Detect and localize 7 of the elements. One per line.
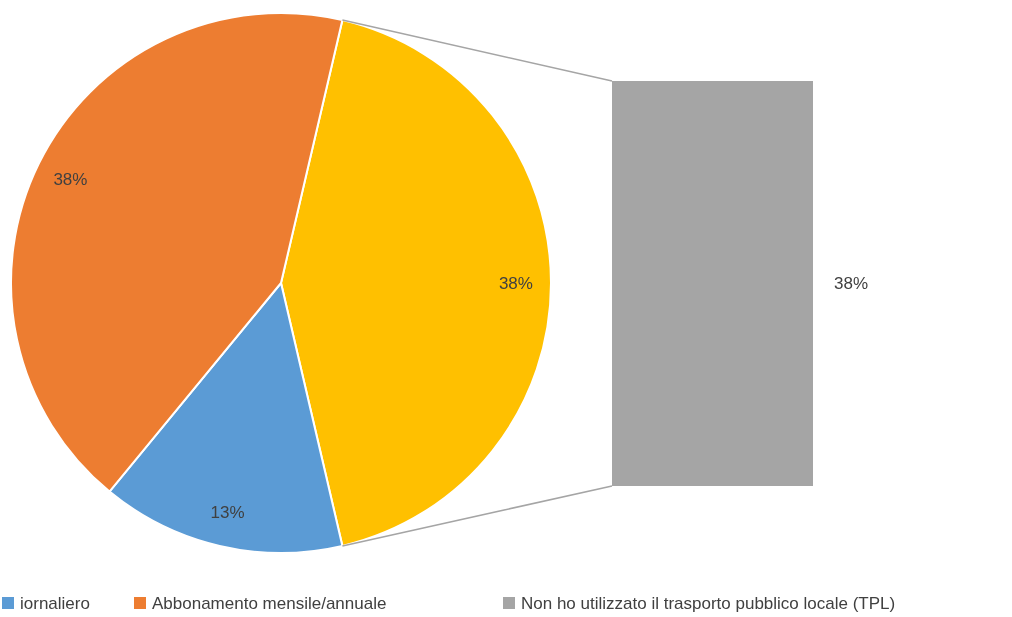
legend-label: Abbonamento mensile/annuale — [152, 593, 387, 613]
data-label: 38% — [53, 169, 88, 189]
data-label: 13% — [210, 502, 245, 522]
text: 38% — [833, 274, 869, 294]
slice-label: Non ho utilizzato il trasporto pubblico locale (TPL) — [521, 593, 896, 613]
data-label: 38% — [498, 273, 533, 293]
legend-label: iornaliero — [20, 593, 90, 613]
